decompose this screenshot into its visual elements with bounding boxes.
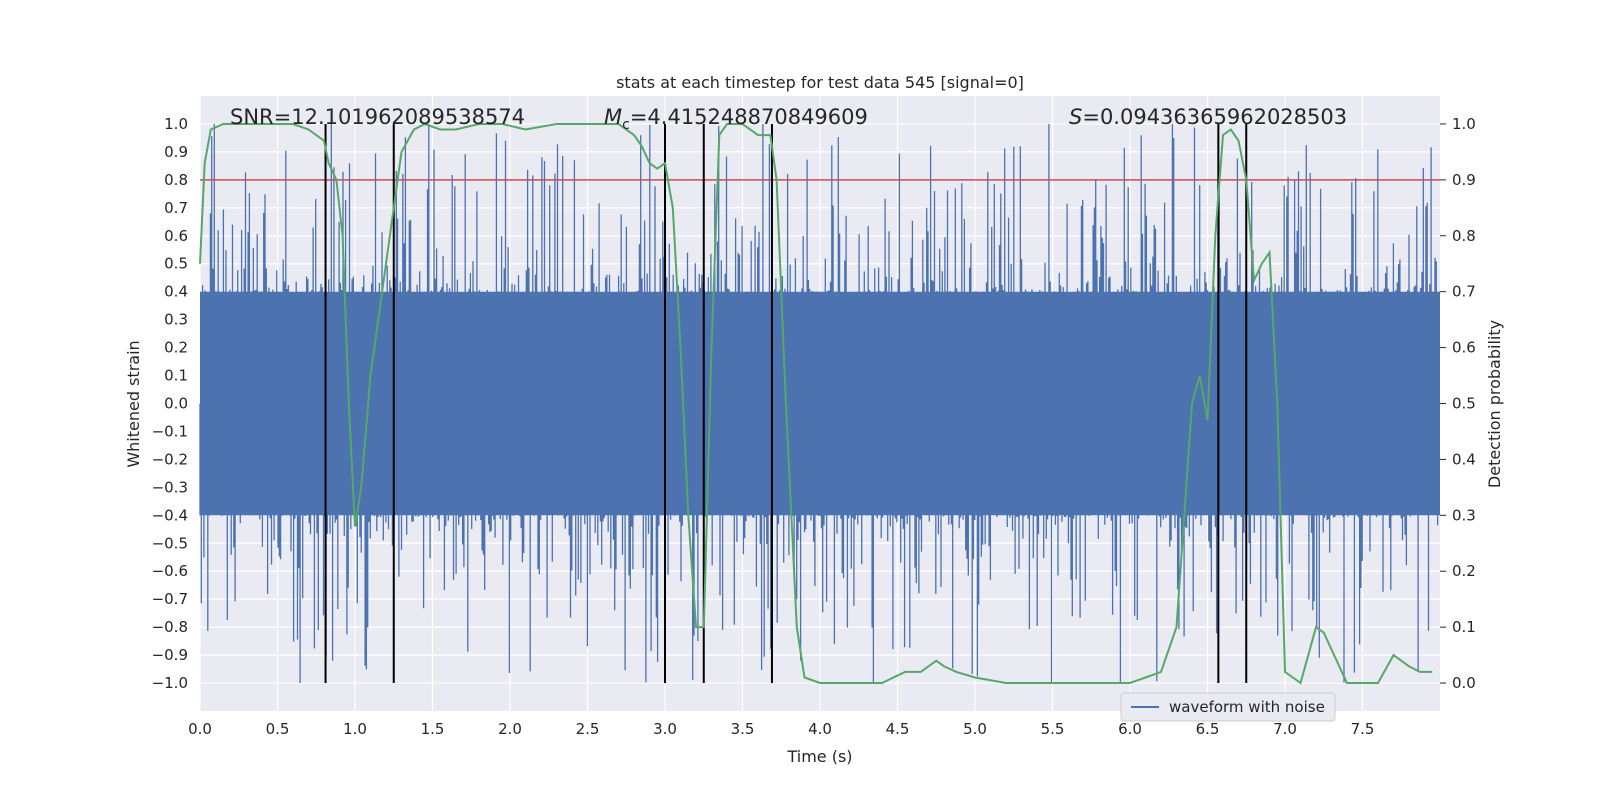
x-tick-label: 4.0 bbox=[808, 720, 832, 738]
y-tick-label: −0.1 bbox=[152, 422, 188, 440]
y-tick-label: −0.9 bbox=[152, 646, 188, 664]
y-tick-label: 0.1 bbox=[164, 367, 188, 385]
legend-box bbox=[1120, 692, 1336, 722]
x-tick-label: 2.5 bbox=[576, 720, 600, 738]
s-annotation: S=0.09436365962028503 bbox=[1069, 105, 1347, 129]
y2-tick-label: 0.8 bbox=[1452, 227, 1476, 245]
y-tick-label: −1.0 bbox=[152, 674, 188, 692]
x-tick-label: 2.0 bbox=[498, 720, 522, 738]
y-axis-right: 1.0 0.9 0.8 0.7 0.6 0.5 0.4 0.3 0.2 0.1 0.0 bbox=[1440, 115, 1476, 692]
y-tick-label: −0.6 bbox=[152, 562, 188, 580]
mc-subscript: c bbox=[622, 117, 630, 133]
y-tick-label: −0.8 bbox=[152, 618, 188, 636]
x-tick-label: 0.0 bbox=[188, 720, 212, 738]
y-axis-label: Whitened strain bbox=[124, 340, 143, 467]
mc-symbol: M bbox=[604, 105, 622, 129]
y-tick-label: 0.0 bbox=[164, 395, 188, 413]
y2-tick-label: 0.3 bbox=[1452, 506, 1476, 524]
y2-tick-label: 0.0 bbox=[1452, 674, 1476, 692]
y-tick-label: −0.4 bbox=[152, 506, 188, 524]
waveform-spikes bbox=[199, 124, 1440, 683]
x-tick-label: 5.0 bbox=[963, 720, 987, 738]
mc-value: =4.415248870849609 bbox=[630, 105, 868, 129]
y-tick-label: 0.8 bbox=[164, 171, 188, 189]
series-waveform bbox=[199, 124, 1440, 683]
x-tick-label: 4.5 bbox=[886, 720, 910, 738]
y-tick-label: 0.2 bbox=[164, 339, 188, 357]
x-tick-label: 7.5 bbox=[1351, 720, 1375, 738]
probability-line bbox=[199, 122, 1433, 685]
vertical-markers bbox=[324, 123, 1248, 684]
y2-tick-label: 0.5 bbox=[1452, 395, 1476, 413]
x-tick-label: 3.0 bbox=[653, 720, 677, 738]
y2-tick-label: 0.7 bbox=[1452, 283, 1476, 301]
y2-tick-label: 0.1 bbox=[1452, 618, 1476, 636]
y-tick-label: 0.9 bbox=[164, 143, 188, 161]
y-tick-label: 0.7 bbox=[164, 199, 188, 217]
x-tick-label: 1.5 bbox=[421, 720, 445, 738]
x-axis-label: Time (s) bbox=[786, 747, 852, 766]
y-tick-label: 0.3 bbox=[164, 311, 188, 329]
y-tick-label: 1.0 bbox=[164, 115, 188, 133]
y2-tick-label: 0.9 bbox=[1452, 171, 1476, 189]
x-tick-label: 6.0 bbox=[1118, 720, 1142, 738]
y-tick-label: 0.6 bbox=[164, 227, 188, 245]
legend-label: waveform with noise bbox=[1169, 698, 1325, 716]
y-tick-label: −0.7 bbox=[152, 590, 188, 608]
snr-annotation: SNR=12.101962089538574 bbox=[230, 105, 525, 129]
x-tick-label: 5.5 bbox=[1041, 720, 1065, 738]
y-tick-label: 0.4 bbox=[164, 283, 188, 301]
y2-tick-label: 0.6 bbox=[1452, 339, 1476, 357]
y2-tick-label: 1.0 bbox=[1452, 115, 1476, 133]
chart-title: stats at each timestep for test data 545… bbox=[616, 73, 1024, 92]
legend: waveform with noise bbox=[1120, 692, 1336, 722]
x-tick-label: 0.5 bbox=[266, 720, 290, 738]
y2-tick-label: 0.2 bbox=[1452, 562, 1476, 580]
x-tick-label: 7.0 bbox=[1273, 720, 1297, 738]
y-tick-label: −0.3 bbox=[152, 478, 188, 496]
y-tick-label: −0.5 bbox=[152, 534, 188, 552]
x-tick-label: 1.0 bbox=[343, 720, 367, 738]
s-symbol: S bbox=[1069, 105, 1082, 129]
y2-axis-label: Detection probability bbox=[1485, 320, 1504, 488]
series-detection-probability bbox=[199, 122, 1433, 685]
y-tick-label: −0.2 bbox=[152, 450, 188, 468]
x-tick-label: 3.5 bbox=[731, 720, 755, 738]
x-axis: 0.0 0.5 1.0 1.5 2.0 2.5 3.0 3.5 4.0 4.5 5.0 5.5 6.0 6… bbox=[188, 720, 1374, 738]
y-tick-label: 0.5 bbox=[164, 255, 188, 273]
y2-tick-label: 0.4 bbox=[1452, 450, 1476, 468]
x-tick-label: 6.5 bbox=[1196, 720, 1220, 738]
mc-annotation: Mc=4.415248870849609 bbox=[604, 105, 868, 133]
s-value: =0.09436365962028503 bbox=[1082, 105, 1347, 129]
y-axis-left: 1.0 0.9 0.8 0.7 0.6 0.5 0.4 0.3 0.2 0.1 0.0 −0.1 −0.… bbox=[152, 115, 188, 692]
